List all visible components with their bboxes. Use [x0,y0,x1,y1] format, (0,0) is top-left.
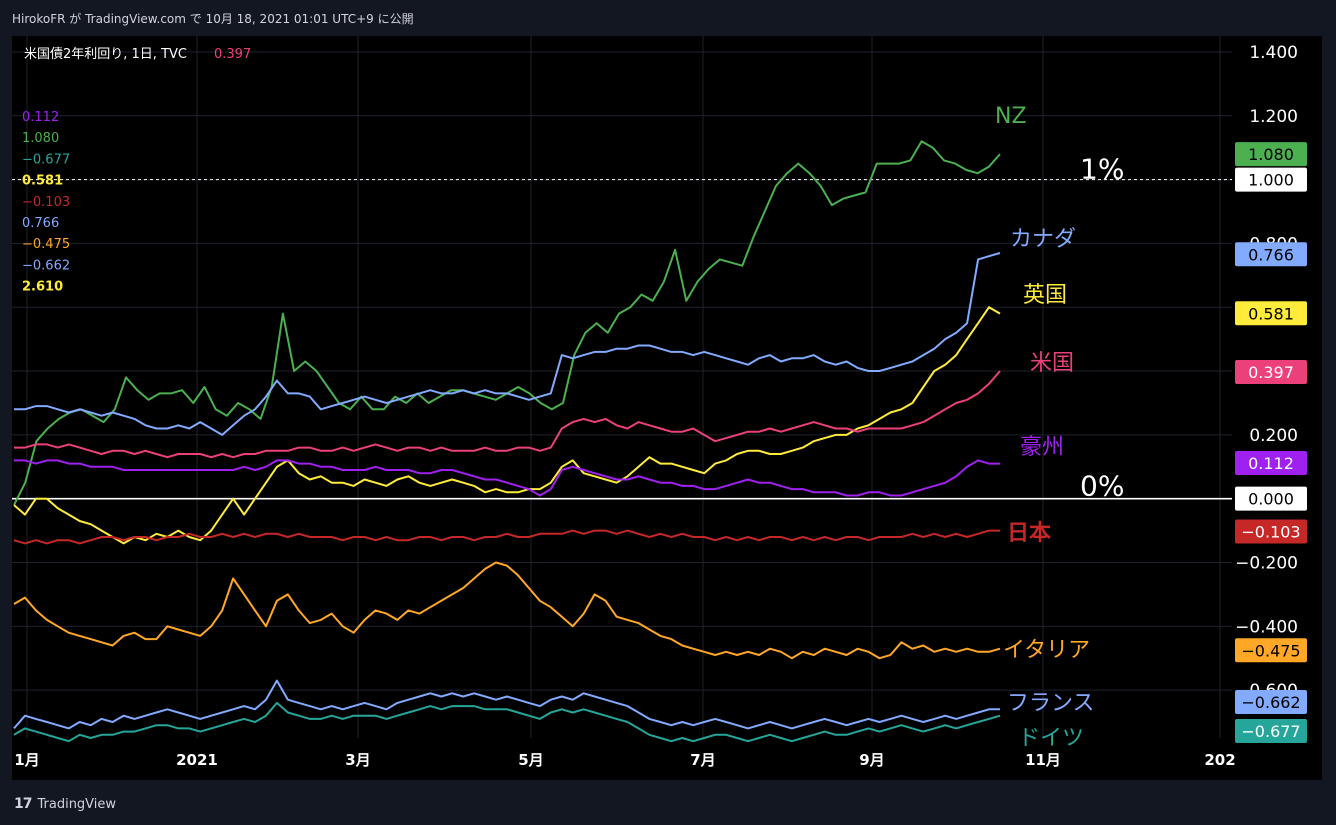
price-tag-5 [1235,519,1307,544]
x-tick-label: 202 [1204,751,1235,769]
legend-value-5: 0.766 [22,216,59,231]
tradingview-brand[interactable]: 17 TradingView [14,796,116,812]
annotation-0pct: 0% [1080,470,1124,503]
x-tick-label: 9月 [859,751,884,769]
time-axis [12,738,1322,780]
series-line-4 [14,459,1000,497]
series-label-7: フランス [1007,691,1095,716]
price-tag-6 [1235,638,1307,663]
y-tick-label: 1.400 [1249,43,1298,63]
series-label-4: 豪州 [1020,435,1064,460]
legend-value-1: 1.080 [22,131,59,146]
series-label-6: イタリア [1003,638,1090,663]
series-label-3: 米国 [1030,351,1074,376]
price-tag-text-0: 1.080 [1248,145,1294,164]
price-tag-7 [1235,690,1307,714]
legend-value-3: 0.581 [22,174,63,189]
publish-info: HirokoFR が TradingView.com で 10月 18, 202… [12,12,414,26]
hline-tag-text: 0.000 [1248,490,1294,509]
publish-header: HirokoFR が TradingView.com で 10月 18, 202… [0,0,1336,36]
price-tag-text-1: 0.766 [1248,245,1294,264]
x-tick-label: 2021 [176,751,218,769]
y-tick-label: −0.400 [1235,617,1298,637]
x-tick-label: 7月 [690,751,715,769]
series-line-1 [14,252,1001,436]
x-tick-label: 3月 [345,751,370,769]
legend-value-8: 2.610 [22,280,63,295]
price-tag-text-2: 0.581 [1248,304,1294,323]
footer: 17 TradingView [0,790,1336,825]
tradingview-logo-icon: 17 [14,796,33,812]
y-tick-label: 0.200 [1249,426,1298,446]
hline-tag-1.000 [1235,167,1307,192]
hline-tag-0.000 [1235,486,1307,511]
legend-value-6: −0.475 [22,237,70,252]
series-label-2: 英国 [1023,283,1067,308]
x-tick-label: 11月 [1025,751,1061,769]
series-line-8 [13,701,1001,743]
legend-value-4: −0.103 [22,195,70,210]
x-tick-label: 5月 [518,751,543,769]
x-tick-label: 1月 [14,751,39,769]
series-line-6 [13,561,1001,660]
price-tag-4 [1235,450,1307,475]
y-tick-label: −0.200 [1235,554,1298,574]
legend-symbol-value: 0.397 [214,47,251,62]
price-tag-text-6: −0.475 [1241,641,1300,660]
series-label-5: 日本 [1007,521,1051,546]
legend-value-0: 0.112 [22,110,59,125]
price-tag-text-7: −0.662 [1241,693,1300,712]
yield-chart[interactable]: 1.4001.2000.8000.200−0.200−0.400−0.6001月… [0,0,1336,790]
plot-area [12,36,1232,738]
series-label-1: カナダ [1010,227,1076,252]
y-tick-label: 1.200 [1249,107,1298,127]
price-tag-1 [1235,242,1307,267]
series-line-7 [13,679,1000,730]
series-label-0: NZ [995,104,1027,129]
price-tag-text-5: −0.103 [1241,523,1300,542]
legend-symbol: 米国債2年利回り, 1日, TVC [24,47,187,62]
hline-tag-text: 1.000 [1248,171,1294,190]
legend-value-2: −0.677 [22,152,70,167]
legend-value-7: −0.662 [22,258,70,273]
price-tag-text-3: 0.397 [1248,363,1294,382]
price-tag-0 [1235,142,1307,167]
annotation-1pct: 1% [1080,153,1124,186]
price-tag-8 [1235,719,1307,743]
price-tag-text-4: 0.112 [1248,454,1294,473]
series-line-2 [13,306,1001,545]
price-tag-3 [1235,360,1307,385]
series-line-5 [13,529,1000,545]
brand-name: TradingView [37,796,117,812]
price-tag-2 [1235,301,1307,326]
series-label-8: ドイツ [1018,726,1084,751]
series-line-3 [14,370,1001,459]
price-tag-text-8: −0.677 [1241,722,1300,741]
